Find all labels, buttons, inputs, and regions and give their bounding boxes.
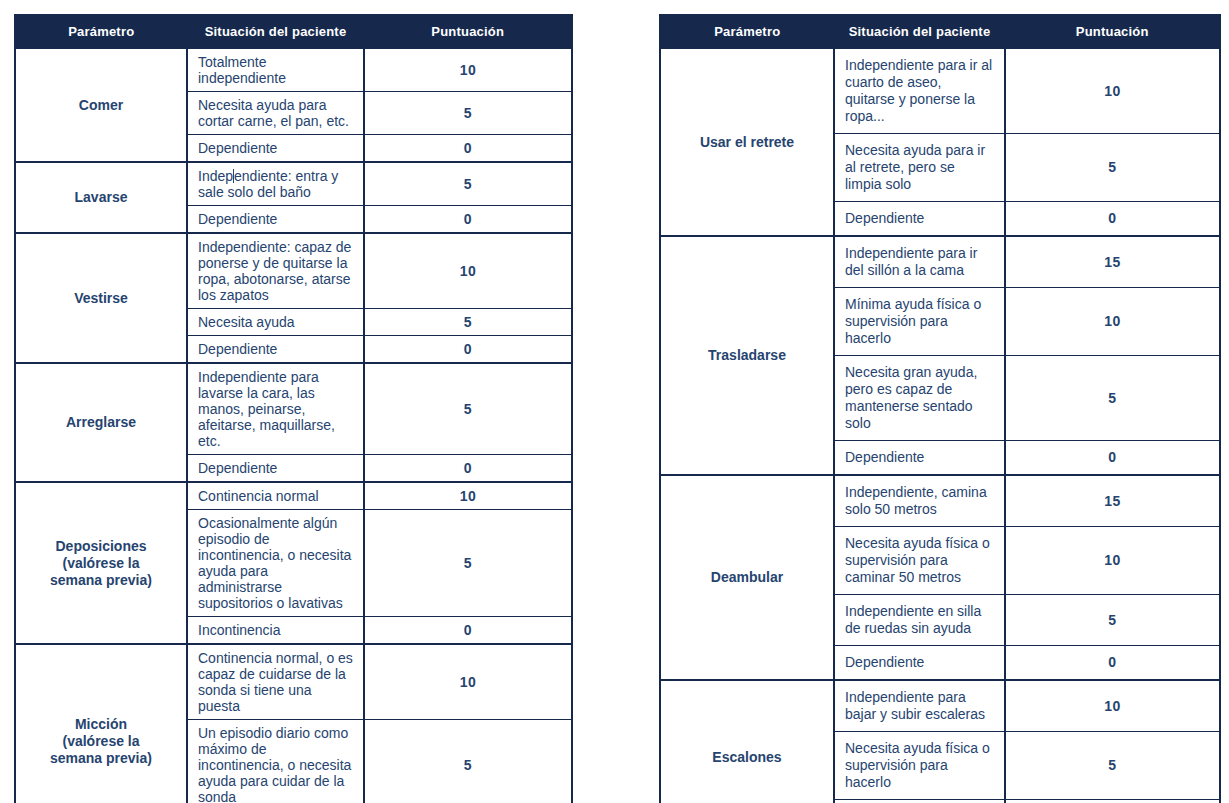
score-cell: 5 <box>364 309 572 336</box>
situation-cell: Mínima ayuda física o supervisión para h… <box>834 288 1005 356</box>
table-row: DeambularIndependiente, camina solo 50 m… <box>660 475 1220 527</box>
situation-cell: Dependiente <box>187 135 364 163</box>
table-row: TrasladarseIndependiente para ir del sil… <box>660 236 1220 288</box>
score-cell: 0 <box>364 455 572 483</box>
score-cell: 10 <box>1005 48 1220 134</box>
situation-cell: Dependiente <box>834 800 1005 803</box>
situation-cell: Un episodio diario como máximo de incont… <box>187 720 364 803</box>
score-cell: 5 <box>1005 134 1220 202</box>
situation-cell: Independiente: capaz de ponerse y de qui… <box>187 233 364 309</box>
situation-cell: Continencia normal, o es capaz de cuidar… <box>187 644 364 720</box>
score-cell: 0 <box>1005 646 1220 681</box>
score-cell: 0 <box>364 206 572 234</box>
score-cell: 0 <box>1005 441 1220 476</box>
score-cell: 5 <box>1005 356 1220 441</box>
score-cell: 5 <box>1005 732 1220 800</box>
parameter-cell: Arreglarse <box>15 363 187 482</box>
score-cell: 0 <box>364 135 572 163</box>
situation-cell: Dependiente <box>834 441 1005 476</box>
parameter-cell: Vestirse <box>15 233 187 363</box>
score-cell: 10 <box>1005 288 1220 356</box>
score-cell: 10 <box>1005 527 1220 595</box>
situation-text: Indep <box>198 168 233 184</box>
score-cell: 0 <box>1005 800 1220 803</box>
situation-cell: Necesita ayuda física o supervisión para… <box>834 527 1005 595</box>
barthel-table-left: Parámetro Situación del paciente Puntuac… <box>14 14 573 803</box>
table-row: Usar el retreteIndependiente para ir al … <box>660 48 1220 134</box>
score-cell: 10 <box>364 644 572 720</box>
score-cell: 15 <box>1005 475 1220 527</box>
score-cell: 5 <box>1005 595 1220 646</box>
page: Parámetro Situación del paciente Puntuac… <box>0 0 1229 803</box>
situation-cell: Independiente para lavarse la cara, las … <box>187 363 364 455</box>
situation-cell: Incontinencia <box>187 617 364 645</box>
situation-cell: Dependiente <box>187 336 364 364</box>
table-row: LavarseIndependiente: entra y sale solo … <box>15 162 572 206</box>
score-cell: 5 <box>364 720 572 803</box>
situation-cell: Necesita ayuda física o supervisión para… <box>834 732 1005 800</box>
situation-cell: Independiente para ir al cuarto de aseo,… <box>834 48 1005 134</box>
situation-cell: Necesita ayuda <box>187 309 364 336</box>
parameter-cell: Usar el retrete <box>660 48 834 236</box>
column-header-parametro: Parámetro <box>660 15 834 48</box>
score-cell: 5 <box>364 162 572 206</box>
parameter-cell: Micción (valórese la semana previa) <box>15 644 187 803</box>
score-cell: 5 <box>364 510 572 617</box>
parameter-cell: Trasladarse <box>660 236 834 475</box>
score-cell: 10 <box>1005 680 1220 732</box>
table-row: VestirseIndependiente: capaz de ponerse … <box>15 233 572 309</box>
table-row: EscalonesIndependiente para bajar y subi… <box>660 680 1220 732</box>
situation-cell: Dependiente <box>834 202 1005 237</box>
column-header-puntuacion: Puntuación <box>1005 15 1220 48</box>
score-cell: 0 <box>1005 202 1220 237</box>
parameter-cell: Comer <box>15 48 187 162</box>
situation-cell: Necesita ayuda para ir al retrete, pero … <box>834 134 1005 202</box>
score-cell: 0 <box>364 617 572 645</box>
score-cell: 10 <box>364 482 572 510</box>
situation-cell: Independiente: entra y sale solo del bañ… <box>187 162 364 206</box>
situation-cell: Independiente para bajar y subir escaler… <box>834 680 1005 732</box>
table-row: Micción (valórese la semana previa)Conti… <box>15 644 572 720</box>
score-cell: 15 <box>1005 236 1220 288</box>
column-header-puntuacion: Puntuación <box>364 15 572 48</box>
situation-cell: Independiente para ir del sillón a la ca… <box>834 236 1005 288</box>
score-cell: 0 <box>364 336 572 364</box>
parameter-cell: Escalones <box>660 680 834 803</box>
column-header-situacion: Situación del paciente <box>187 15 364 48</box>
situation-cell: Dependiente <box>187 455 364 483</box>
situation-cell: Necesita ayuda para cortar carne, el pan… <box>187 92 364 135</box>
situation-cell: Dependiente <box>187 206 364 234</box>
score-cell: 5 <box>364 363 572 455</box>
situation-cell: Independiente en silla de ruedas sin ayu… <box>834 595 1005 646</box>
score-cell: 10 <box>364 48 572 92</box>
situation-cell: Ocasionalmente algún episodio de inconti… <box>187 510 364 617</box>
column-header-situacion: Situación del paciente <box>834 15 1005 48</box>
situation-cell: Continencia normal <box>187 482 364 510</box>
situation-cell: Totalmente independiente <box>187 48 364 92</box>
table-row: ArreglarseIndependiente para lavarse la … <box>15 363 572 455</box>
situation-cell: Dependiente <box>834 646 1005 681</box>
table-row: Deposiciones (valórese la semana previa)… <box>15 482 572 510</box>
parameter-cell: Lavarse <box>15 162 187 233</box>
situation-cell: Independiente, camina solo 50 metros <box>834 475 1005 527</box>
table-row: ComerTotalmente independiente10 <box>15 48 572 92</box>
barthel-table-right: Parámetro Situación del paciente Puntuac… <box>659 14 1221 803</box>
score-cell: 5 <box>364 92 572 135</box>
situation-cell: Necesita gran ayuda, pero es capaz de ma… <box>834 356 1005 441</box>
column-header-parametro: Parámetro <box>15 15 187 48</box>
table-header-right: Parámetro Situación del paciente Puntuac… <box>660 15 1220 48</box>
right-column: Parámetro Situación del paciente Puntuac… <box>659 14 1221 803</box>
score-cell: 10 <box>364 233 572 309</box>
parameter-cell: Deposiciones (valórese la semana previa) <box>15 482 187 644</box>
table-header-left: Parámetro Situación del paciente Puntuac… <box>15 15 572 48</box>
parameter-cell: Deambular <box>660 475 834 680</box>
